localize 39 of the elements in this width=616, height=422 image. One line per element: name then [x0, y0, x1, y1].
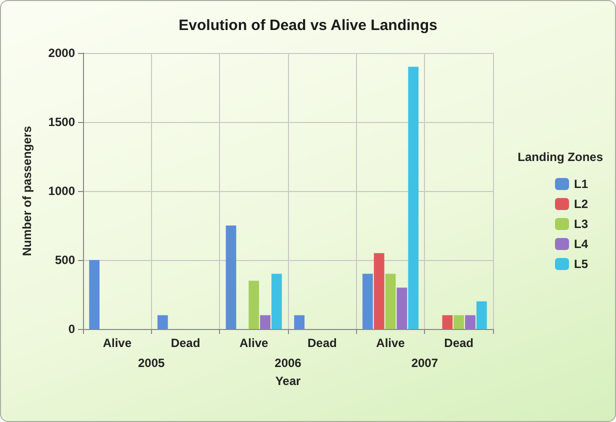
legend-label: L2	[574, 197, 588, 211]
bar	[385, 274, 396, 329]
legend-label: L1	[574, 177, 588, 191]
x-tick-label: Alive	[102, 336, 132, 350]
legend-label: L3	[574, 217, 588, 231]
bar	[271, 274, 282, 329]
x-axis-title: Year	[275, 374, 302, 388]
y-tick-label: 1500	[48, 115, 76, 129]
bar	[362, 274, 373, 329]
bar	[454, 315, 464, 329]
bar	[442, 315, 453, 329]
bar	[260, 315, 270, 329]
bar	[157, 315, 168, 329]
chart-title: Evolution of Dead vs Alive Landings	[178, 17, 438, 34]
text: 2007	[411, 356, 438, 370]
bar	[396, 288, 408, 329]
y-tick-label: 500	[54, 253, 76, 267]
text: 2005	[138, 356, 166, 370]
x-tick-label: Dead	[170, 336, 200, 350]
legend-label: L4	[574, 237, 588, 251]
text: 2006	[274, 356, 302, 370]
legend-label: L5	[574, 257, 588, 271]
bar	[408, 66, 419, 329]
bar	[476, 301, 487, 329]
y-tick-label: 2000	[48, 46, 76, 60]
legend-title: Landing Zones	[518, 150, 604, 164]
bar	[89, 260, 100, 329]
y-tick-label: 0	[68, 322, 76, 336]
y-axis-title: Number of passengers	[20, 126, 34, 256]
bar	[226, 226, 236, 329]
bar	[248, 280, 260, 329]
x-tick-label: Dead	[444, 336, 474, 350]
bar	[294, 315, 305, 329]
x-tick-label: Dead	[307, 336, 337, 350]
x-tick-label: Alive	[376, 336, 406, 350]
y-tick-label: 1000	[48, 184, 76, 198]
bar	[374, 253, 384, 329]
x-tick-label: Alive	[239, 336, 268, 350]
bar	[465, 315, 476, 329]
